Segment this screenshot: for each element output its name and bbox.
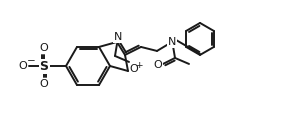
- Text: O: O: [19, 61, 27, 71]
- Text: −: −: [27, 56, 35, 66]
- Text: O: O: [40, 79, 48, 89]
- Text: O: O: [154, 60, 162, 70]
- Text: O: O: [130, 64, 138, 74]
- Text: N: N: [114, 32, 122, 42]
- Text: S: S: [40, 59, 49, 72]
- Text: +: +: [135, 60, 143, 70]
- Text: N: N: [168, 37, 176, 47]
- Text: O: O: [40, 43, 48, 53]
